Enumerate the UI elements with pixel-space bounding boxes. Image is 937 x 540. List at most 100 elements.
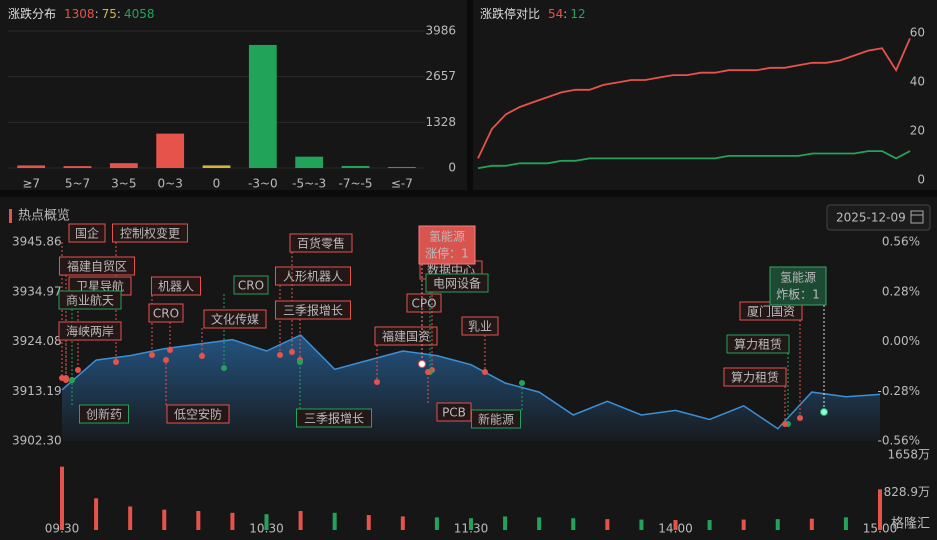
- tag-label: 低空安防: [174, 407, 222, 422]
- event-dot: [820, 408, 828, 416]
- watermark: 格隆汇: [891, 516, 930, 532]
- tag-label: 厦门国资: [747, 304, 795, 319]
- tag-label: 三季报增长: [304, 411, 364, 426]
- tag-label: 文化传媒: [211, 312, 259, 327]
- date-picker[interactable]: [826, 204, 931, 231]
- volume-bar: [128, 506, 133, 530]
- x-tick-label: 0: [213, 177, 221, 191]
- callout-box: [418, 225, 476, 265]
- volume-bar: [571, 518, 576, 530]
- tag-box: [275, 300, 351, 320]
- callout-name: 氢能源: [780, 270, 816, 285]
- bar: [202, 165, 231, 168]
- x-tick-label: ≥7: [22, 177, 40, 191]
- bar: [63, 166, 92, 168]
- tag-box: [79, 404, 129, 424]
- tag-box: [166, 404, 230, 424]
- y-tick-label: 3945.86: [12, 235, 62, 249]
- y-tick-label: 0: [448, 161, 456, 175]
- tag-box: [471, 409, 521, 429]
- volume-bar: [469, 518, 473, 530]
- tag-box: [723, 367, 787, 387]
- callout-name: 氢能源: [429, 229, 465, 244]
- tag-box: [68, 223, 106, 243]
- volume-bar: [707, 520, 712, 530]
- callout-status: 涨停：1: [425, 246, 469, 261]
- line: [61, 334, 881, 430]
- y-tick-label: 20: [910, 124, 925, 138]
- y-tick-label: 3902.30: [12, 434, 62, 448]
- line: [477, 37, 911, 159]
- y-tick-label: 1328: [425, 115, 456, 129]
- tag-label: 电网设备: [433, 277, 481, 291]
- volume-bar: [673, 520, 678, 530]
- calendar-icon: [910, 210, 924, 224]
- tag-label: 福建自贸区: [67, 259, 127, 274]
- event-dot: [782, 421, 788, 427]
- date-text: 2025-12-09: [836, 211, 906, 225]
- panel-header: 涨跌停对比 54: 12: [480, 6, 586, 21]
- volume-bar: [400, 516, 405, 530]
- tag-label: 人形机器人: [283, 270, 343, 284]
- volume-bar: [775, 519, 780, 530]
- bar: [17, 165, 46, 168]
- event-dot: [199, 353, 205, 359]
- tag-label: CRO: [238, 279, 264, 293]
- volume-bar: [878, 489, 882, 530]
- volume-bar: [332, 512, 337, 530]
- x-tick-label: ≤-7: [391, 177, 413, 191]
- event-dot: [289, 349, 295, 355]
- tag-box: [425, 273, 489, 293]
- volume-bar: [298, 511, 303, 530]
- y-tick-label: 3924.08: [12, 334, 62, 348]
- volume-bar: [162, 509, 167, 530]
- y-tick-label: 40: [910, 75, 925, 89]
- event-dot: [69, 377, 75, 383]
- tag-box: [58, 321, 122, 341]
- area: [62, 335, 880, 441]
- event-dot: [374, 379, 380, 385]
- bar: [341, 165, 370, 168]
- event-dot: [113, 359, 119, 365]
- tag-label: 百货零售: [297, 236, 345, 251]
- panel-title: 热点概览: [18, 208, 70, 224]
- event-dot: [277, 352, 283, 358]
- tag-box: [461, 316, 499, 336]
- panel: [0, 0, 467, 190]
- volume-bar: [94, 498, 99, 530]
- tag-box: [289, 233, 353, 253]
- event-dot: [482, 369, 488, 375]
- volume-bar: [60, 466, 64, 530]
- tag-box: [112, 223, 188, 243]
- tag-box: [233, 275, 269, 295]
- volume-bar: [196, 511, 201, 530]
- tag-label: 创新药: [86, 407, 122, 422]
- line: [477, 150, 911, 170]
- tag-label: 算力租赁: [731, 370, 779, 385]
- event-dot: [149, 352, 155, 358]
- y2-tick-label: 0.28%: [882, 284, 920, 298]
- bar: [295, 156, 324, 168]
- y-tick-label: 60: [910, 26, 925, 40]
- volume-bar: [605, 519, 610, 530]
- tag-label: 控制权变更: [120, 226, 180, 241]
- tag-box: [59, 256, 135, 276]
- tag-label: 国企: [75, 226, 99, 241]
- panel-header: 涨跌分布 1308: 75: 4058: [8, 6, 154, 21]
- tag-label: 海峡两岸: [66, 324, 114, 339]
- tag-label: CRO: [153, 307, 179, 321]
- event-dot: [418, 360, 426, 368]
- y-tick-label: 3986: [425, 24, 456, 38]
- y2-tick-label: 0.00%: [882, 334, 920, 348]
- tag-box: [58, 290, 122, 310]
- x-tick-label: 0~3: [158, 177, 183, 191]
- tag-label: 三季报增长: [283, 303, 343, 318]
- x-tick-label: -3~0: [248, 177, 278, 191]
- tag-label: 福建国资: [382, 329, 430, 344]
- tag-box: [148, 303, 184, 323]
- event-dot: [221, 365, 227, 371]
- callout-box: [769, 266, 827, 306]
- tag-label: 卫星导航: [76, 279, 124, 294]
- event-dot: [167, 347, 173, 353]
- volume-bar: [741, 519, 746, 530]
